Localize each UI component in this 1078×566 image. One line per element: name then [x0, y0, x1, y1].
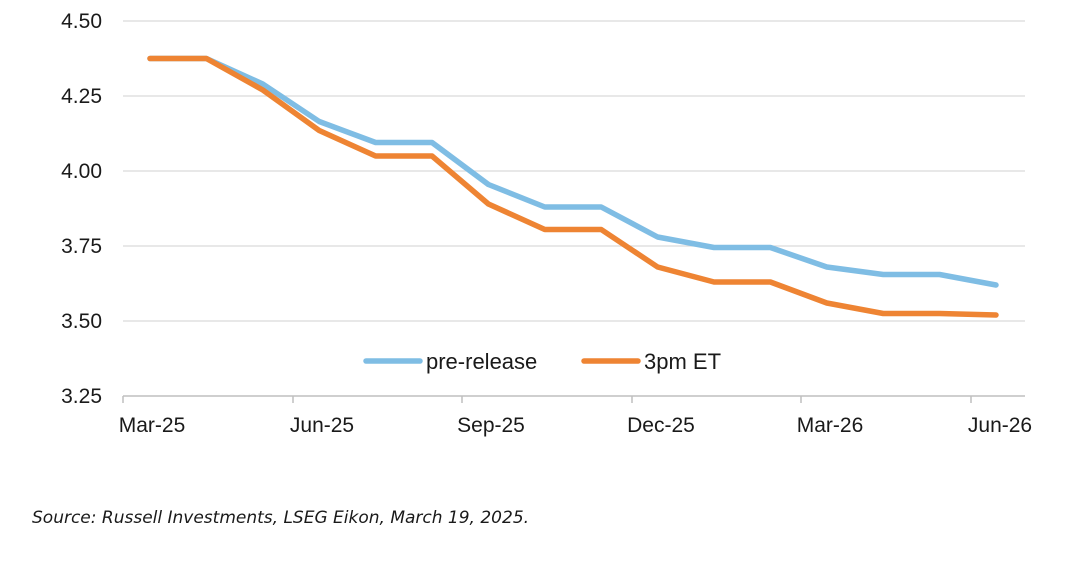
series-line-pre-release: [147, 55, 999, 288]
legend-label: 3pm ET: [644, 349, 721, 374]
x-tick-label: Mar-25: [119, 414, 186, 437]
x-tick-label: Jun-26: [968, 414, 1032, 437]
y-tick-label: 4.00: [61, 160, 102, 183]
source-note: Source: Russell Investments, LSEG Eikon,…: [32, 508, 530, 528]
y-tick-label: 4.25: [61, 85, 102, 108]
x-tick-label: Jun-25: [290, 414, 354, 437]
legend-label: pre-release: [426, 349, 537, 374]
x-tick-label: Dec-25: [627, 414, 695, 437]
y-tick-label: 3.75: [61, 235, 102, 258]
legend: pre-release 3pm ET: [363, 349, 721, 374]
y-tick-label: 4.50: [61, 10, 102, 33]
x-axis-ticks: Mar-25 Jun-25 Sep-25 Dec-25 Mar-26 Jun-26: [119, 396, 1032, 437]
x-tick-label: Sep-25: [457, 414, 525, 437]
y-tick-label: 3.50: [61, 310, 102, 333]
series-lines: [147, 55, 999, 318]
y-axis: 3.25 3.50 3.75 4.00 4.25 4.50: [61, 10, 102, 408]
y-tick-label: 3.25: [61, 385, 102, 408]
x-tick-label: Mar-26: [797, 414, 864, 437]
series-line-3pm-et: [147, 55, 999, 318]
